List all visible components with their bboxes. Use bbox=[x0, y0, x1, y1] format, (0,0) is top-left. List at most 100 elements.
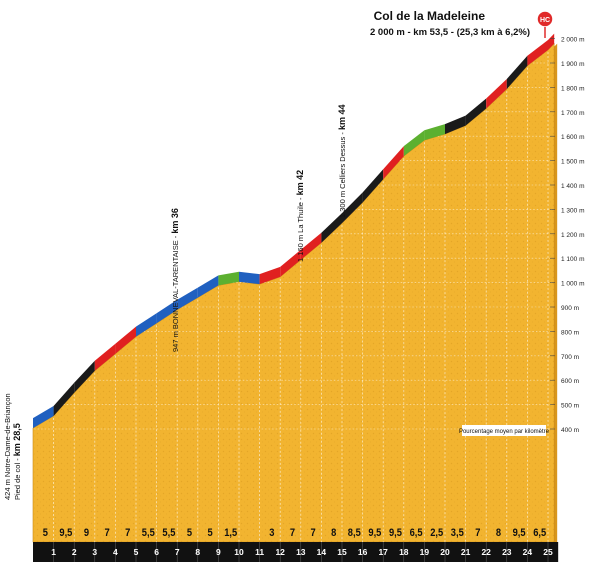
place-annotation: 1 160 m La Thuile - km 42 bbox=[295, 170, 305, 262]
altitude-tick-label: 1 900 m bbox=[561, 61, 585, 68]
altitude-tick-label: 500 m bbox=[561, 403, 579, 410]
chart-subtitle: 2 000 m - km 53,5 - (25,3 km à 6,2%) bbox=[370, 27, 530, 38]
gradient-segment bbox=[465, 98, 487, 126]
altitude-tick-label: 1 400 m bbox=[561, 183, 585, 190]
km-tick-label: 3 bbox=[92, 547, 97, 557]
altitude-tick-label: 1 800 m bbox=[561, 85, 585, 92]
km-tick-label: 15 bbox=[337, 547, 347, 557]
gradient-segment bbox=[506, 55, 528, 89]
gradient-label: 7 bbox=[475, 527, 480, 539]
km-tick-label: 20 bbox=[440, 547, 450, 557]
label-layer: 5 9,5 9 7 7 5,5 5,5 5 5 1,5 3 7 7 8 8,5 9,5 9,5 6,5 2,5 3,5… bbox=[3, 105, 546, 540]
gradient-segment bbox=[218, 271, 239, 286]
km-tick-label: 16 bbox=[358, 547, 368, 557]
place-annotation: Pied de col - km 28,5 bbox=[12, 423, 22, 500]
gradient-label: 1,5 bbox=[224, 527, 237, 539]
altitude-tick-label: 600 m bbox=[561, 378, 579, 385]
km-tick-label: 7 bbox=[175, 547, 180, 557]
gradient-segment bbox=[177, 287, 198, 310]
gradient-label: 9 bbox=[84, 527, 89, 539]
gradient-label: 7 bbox=[311, 527, 316, 539]
km-tick-label: 5 bbox=[134, 547, 139, 557]
category-badge: HC bbox=[536, 10, 554, 38]
altitude-tick-label: 900 m bbox=[561, 305, 579, 312]
gradient-segment bbox=[321, 213, 342, 243]
profile-area bbox=[32, 42, 555, 543]
category-badge-label: HC bbox=[540, 17, 550, 24]
gradient-segment bbox=[259, 266, 281, 285]
km-tick-label: 6 bbox=[154, 547, 159, 557]
gradient-segment bbox=[239, 271, 260, 285]
gradient-segment bbox=[115, 326, 136, 354]
gradient-segment bbox=[548, 33, 555, 50]
gradient-label: 3 bbox=[269, 527, 274, 539]
gradient-segment bbox=[280, 249, 301, 277]
gradient-segment bbox=[342, 192, 363, 224]
gradient-segment bbox=[424, 124, 445, 141]
km-tick-label: 11 bbox=[255, 547, 264, 557]
altitude-tick-label: 1 600 m bbox=[561, 134, 585, 141]
gradient-segment bbox=[362, 169, 384, 203]
km-tick-label: 10 bbox=[234, 547, 244, 557]
altitude-tick-label: 1 100 m bbox=[561, 256, 585, 263]
gradient-label: 9,5 bbox=[389, 527, 402, 539]
gradient-segment bbox=[53, 382, 75, 416]
km-tick-label: 21 bbox=[461, 547, 471, 557]
legend-note: Pourcentage moyen par kilomètre bbox=[459, 429, 550, 435]
gradient-label: 6,5 bbox=[410, 527, 423, 539]
gradient-segment bbox=[445, 115, 466, 135]
gradient-label: 7 bbox=[125, 527, 130, 539]
gradient-label: 7 bbox=[290, 527, 295, 539]
gradient-segment bbox=[94, 343, 116, 371]
km-tick-label: 14 bbox=[317, 547, 327, 557]
gradient-label: 5 bbox=[208, 527, 213, 539]
altitude-tick-label: 400 m bbox=[561, 427, 579, 434]
gradient-label: 5 bbox=[43, 527, 48, 539]
axis-layer: 2 000 m 1 900 m 1 800 m 1 700 m 1 600 m 1 500… bbox=[33, 37, 585, 562]
chart-title: Col de la Madeleine bbox=[374, 9, 486, 23]
gradient-label: 3,5 bbox=[451, 527, 464, 539]
gradient-band-layer bbox=[33, 33, 555, 429]
km-axis-bar bbox=[33, 542, 559, 562]
altitude-tick-label: 800 m bbox=[561, 329, 579, 336]
altitude-tick-label: 1 700 m bbox=[561, 110, 585, 117]
km-tick-label: 19 bbox=[420, 547, 430, 557]
gradient-label: 8 bbox=[331, 527, 336, 539]
gradient-segment bbox=[486, 78, 507, 109]
place-annotation: 1 300 m Celliers Dessus - km 44 bbox=[337, 105, 347, 218]
km-tick-label: 18 bbox=[399, 547, 409, 557]
altitude-tick-label: 1 300 m bbox=[561, 207, 585, 214]
gradient-segment bbox=[74, 360, 95, 393]
gradient-segment bbox=[197, 275, 219, 298]
km-tick-label: 1 bbox=[51, 547, 56, 557]
altitude-tick-label: 1 200 m bbox=[561, 232, 585, 239]
km-tick-label: 8 bbox=[195, 547, 200, 557]
gradient-segment bbox=[136, 313, 157, 337]
gradient-segment bbox=[403, 130, 425, 157]
gradient-segment bbox=[300, 232, 322, 260]
km-tick-label: 4 bbox=[113, 547, 118, 557]
profile-area-layer bbox=[32, 42, 558, 543]
gradient-label: 5 bbox=[187, 527, 192, 539]
gradient-label: 5,5 bbox=[142, 527, 155, 539]
km-tick-label: 13 bbox=[296, 547, 306, 557]
grid-layer bbox=[27, 38, 559, 542]
altitude-tick-label: 1 500 m bbox=[561, 159, 585, 166]
gradient-segment bbox=[33, 405, 54, 429]
gradient-label: 6,5 bbox=[533, 527, 546, 539]
gradient-label: 9,5 bbox=[368, 527, 381, 539]
km-tick-label: 25 bbox=[543, 547, 553, 557]
km-tick-label: 2 bbox=[72, 547, 77, 557]
gradient-label: 2,5 bbox=[430, 527, 443, 539]
gradient-label: 7 bbox=[105, 527, 110, 539]
altitude-tick-label: 700 m bbox=[561, 354, 579, 361]
km-tick-label: 12 bbox=[275, 547, 285, 557]
km-tick-label: 24 bbox=[523, 547, 533, 557]
km-tick-label: 23 bbox=[502, 547, 512, 557]
gradient-segment bbox=[527, 39, 548, 66]
altitude-tick-label: 2 000 m bbox=[561, 37, 585, 44]
gradient-segment bbox=[156, 299, 178, 324]
gradient-label: 8 bbox=[496, 527, 501, 539]
altitude-tick-label: 1 000 m bbox=[561, 281, 585, 288]
